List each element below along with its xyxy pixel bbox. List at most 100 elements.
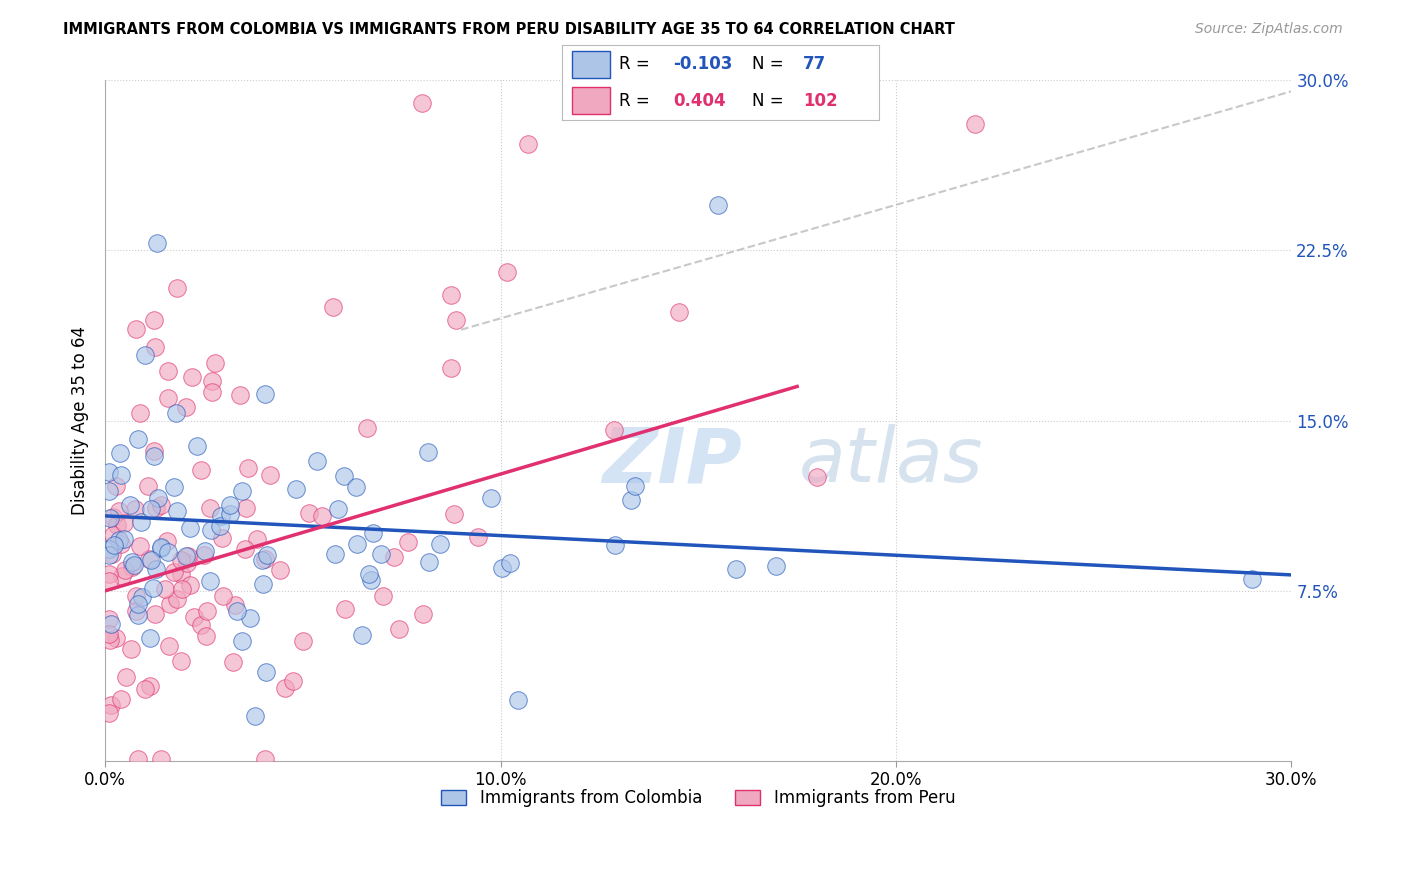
- Point: [101, 509, 124, 524]
- Point: [170, 582, 193, 596]
- Point: [467, 530, 489, 544]
- Point: [136, 479, 159, 493]
- Point: [209, 509, 232, 524]
- Point: [110, 467, 132, 482]
- Point: [142, 443, 165, 458]
- Point: [98, 566, 121, 581]
- Point: [114, 563, 136, 577]
- Point: [98, 627, 121, 641]
- Point: [156, 533, 179, 548]
- Point: [418, 445, 440, 459]
- Point: [605, 538, 627, 552]
- Point: [143, 313, 166, 327]
- Point: [224, 598, 246, 612]
- Point: [112, 516, 135, 531]
- Point: [443, 508, 465, 522]
- Point: [200, 523, 222, 537]
- Point: [371, 589, 394, 603]
- Point: [311, 508, 333, 523]
- Point: [259, 467, 281, 482]
- Point: [382, 549, 405, 564]
- Point: [440, 287, 463, 301]
- Text: R =: R =: [619, 55, 650, 73]
- Point: [127, 752, 149, 766]
- Point: [356, 420, 378, 434]
- Point: [149, 752, 172, 766]
- Point: [103, 528, 125, 542]
- Point: [328, 502, 350, 516]
- Point: [120, 641, 142, 656]
- Point: [128, 540, 150, 554]
- Point: [107, 533, 129, 548]
- Point: [145, 501, 167, 516]
- Point: [110, 569, 132, 583]
- Point: [128, 406, 150, 420]
- Point: [201, 384, 224, 399]
- Point: [163, 565, 186, 579]
- Point: [1240, 573, 1263, 587]
- Point: [274, 681, 297, 696]
- Point: [149, 541, 172, 556]
- Point: [125, 321, 148, 335]
- Point: [98, 706, 121, 720]
- Text: ZIP: ZIP: [603, 425, 744, 499]
- Point: [156, 545, 179, 559]
- Point: [806, 470, 828, 484]
- Y-axis label: Disability Age 35 to 64: Disability Age 35 to 64: [72, 326, 89, 515]
- Point: [226, 604, 249, 618]
- Point: [115, 670, 138, 684]
- Point: [724, 562, 747, 576]
- Point: [440, 361, 463, 376]
- Point: [98, 548, 121, 562]
- Point: [98, 483, 121, 498]
- Point: [344, 480, 367, 494]
- Point: [139, 679, 162, 693]
- Point: [121, 555, 143, 569]
- Point: [145, 562, 167, 576]
- Point: [105, 518, 128, 533]
- Point: [156, 391, 179, 405]
- Point: [256, 549, 278, 563]
- Point: [668, 304, 690, 318]
- Point: [411, 95, 433, 110]
- Point: [444, 313, 467, 327]
- Point: [193, 548, 215, 562]
- Point: [219, 507, 242, 521]
- Point: [254, 665, 277, 679]
- Point: [174, 549, 197, 563]
- Point: [125, 589, 148, 603]
- Legend: Immigrants from Colombia, Immigrants from Peru: Immigrants from Colombia, Immigrants fro…: [434, 782, 962, 814]
- Point: [131, 516, 153, 530]
- Point: [396, 535, 419, 549]
- Point: [156, 364, 179, 378]
- Point: [124, 502, 146, 516]
- Point: [495, 265, 517, 279]
- Point: [517, 136, 540, 151]
- Point: [190, 463, 212, 477]
- Point: [370, 547, 392, 561]
- Text: 77: 77: [803, 55, 827, 73]
- Point: [291, 634, 314, 648]
- Point: [283, 673, 305, 688]
- Point: [153, 582, 176, 596]
- Point: [363, 526, 385, 541]
- Text: atlas: atlas: [799, 425, 984, 499]
- Point: [194, 543, 217, 558]
- Text: 0.404: 0.404: [673, 92, 725, 110]
- Point: [98, 633, 121, 648]
- Point: [110, 691, 132, 706]
- Point: [190, 618, 212, 632]
- Point: [149, 498, 172, 512]
- Point: [159, 598, 181, 612]
- Point: [222, 656, 245, 670]
- Point: [231, 634, 253, 648]
- Point: [298, 506, 321, 520]
- Point: [239, 611, 262, 625]
- Text: 102: 102: [803, 92, 838, 110]
- Point: [243, 709, 266, 723]
- Point: [211, 531, 233, 545]
- Point: [253, 752, 276, 766]
- Point: [163, 480, 186, 494]
- Point: [165, 406, 187, 420]
- Point: [103, 538, 125, 552]
